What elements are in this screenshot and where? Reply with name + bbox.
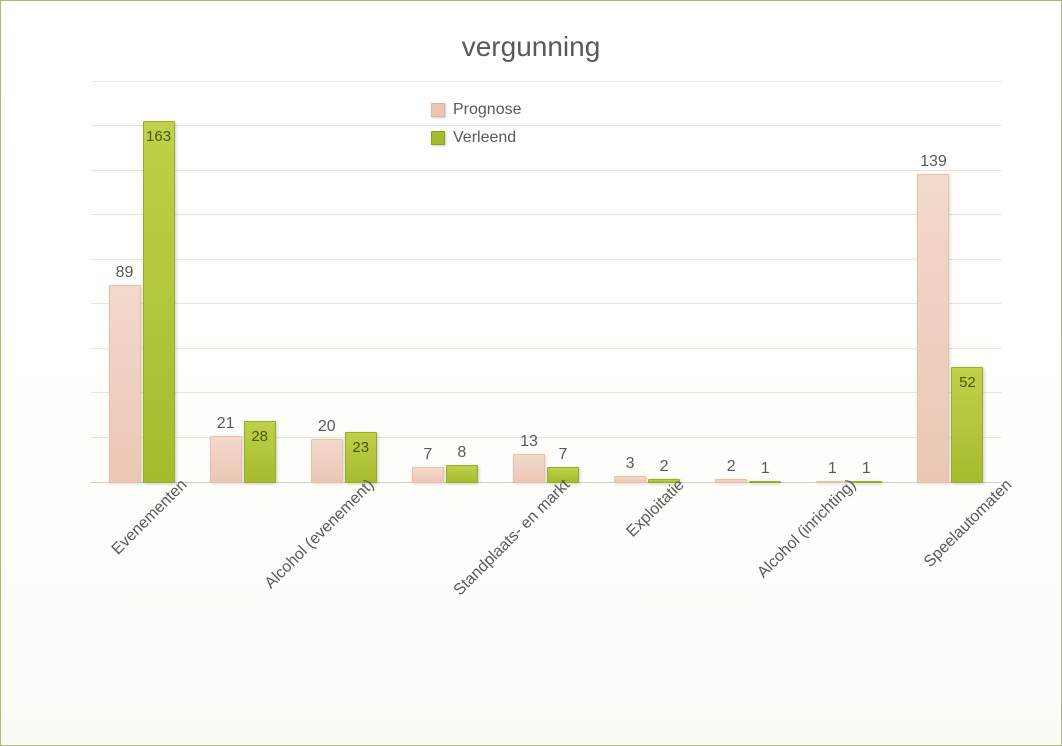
chart-container: vergunning Prognose Verleend 89163212820… <box>0 0 1062 746</box>
bar-verleend: 8 <box>446 465 478 483</box>
bar-group: 2023 <box>293 83 394 483</box>
x-axis-labels: EvenementenAlcohol (evenement)Standplaat… <box>61 441 1031 459</box>
bar-group: 32 <box>597 83 698 483</box>
plot-area: 89163212820237813732211113952 <box>91 83 1001 483</box>
bar-value-label: 2 <box>660 458 669 476</box>
bars-row: 89163212820237813732211113952 <box>91 83 1001 483</box>
bar-value-label: 21 <box>217 415 235 433</box>
bar-verleend: 163 <box>143 121 175 483</box>
bar-group: 137 <box>495 83 596 483</box>
bar-prognose: 7 <box>412 467 444 483</box>
chart-title: vergunning <box>31 31 1031 63</box>
bar-group: 11 <box>799 83 900 483</box>
bar-verleend: 52 <box>951 367 983 483</box>
bar-value-label: 163 <box>146 128 171 145</box>
bar-value-label: 2 <box>727 458 736 476</box>
bar-group: 139 52 <box>900 83 1001 483</box>
bar-group: 89 163 <box>91 83 192 483</box>
gridline <box>91 81 1001 82</box>
bar-verleend: 1 <box>749 481 781 483</box>
bar-prognose: 3 <box>614 476 646 483</box>
bar-group: 21 <box>698 83 799 483</box>
bar-value-label: 20 <box>318 418 336 436</box>
bar-value-label: 52 <box>959 374 976 391</box>
bar-prognose: 139 <box>917 174 949 483</box>
bar-value-label: 89 <box>116 264 134 282</box>
bar-value-label: 1 <box>761 460 770 478</box>
bar-value-label: 1 <box>828 460 837 478</box>
bar-group: 78 <box>394 83 495 483</box>
bar-prognose: 2 <box>715 479 747 483</box>
bar-value-label: 139 <box>920 153 947 171</box>
bar-group: 2128 <box>192 83 293 483</box>
